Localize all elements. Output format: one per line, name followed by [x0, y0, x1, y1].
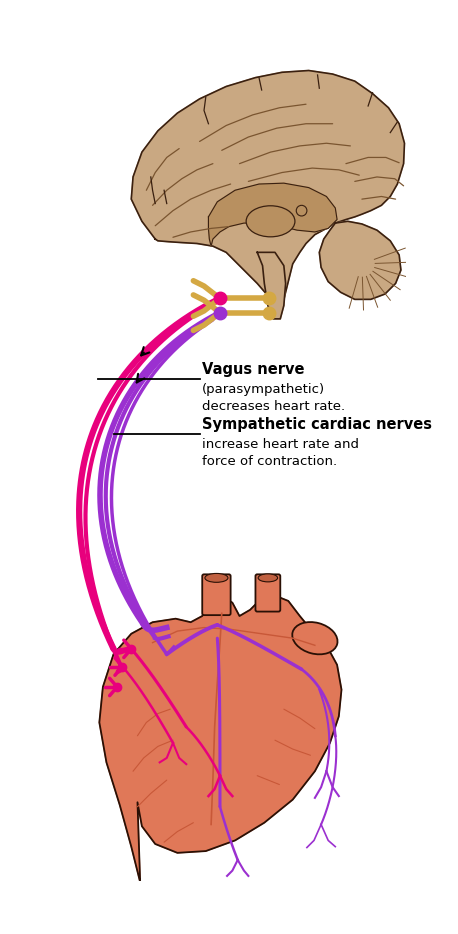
Ellipse shape — [205, 573, 228, 582]
Circle shape — [296, 205, 307, 216]
Text: Sympathetic cardiac nerves: Sympathetic cardiac nerves — [202, 417, 432, 432]
FancyBboxPatch shape — [202, 574, 231, 616]
Polygon shape — [319, 221, 401, 300]
Ellipse shape — [258, 573, 278, 582]
Ellipse shape — [292, 622, 338, 655]
Text: Vagus nerve: Vagus nerve — [202, 361, 305, 376]
Polygon shape — [208, 183, 337, 247]
FancyBboxPatch shape — [256, 574, 280, 612]
Polygon shape — [99, 596, 342, 882]
Polygon shape — [131, 70, 404, 310]
Text: (parasympathetic)
decreases heart rate.: (parasympathetic) decreases heart rate. — [202, 383, 345, 413]
Ellipse shape — [246, 205, 295, 237]
Polygon shape — [257, 252, 286, 318]
Text: increase heart rate and
force of contraction.: increase heart rate and force of contrac… — [202, 438, 359, 468]
